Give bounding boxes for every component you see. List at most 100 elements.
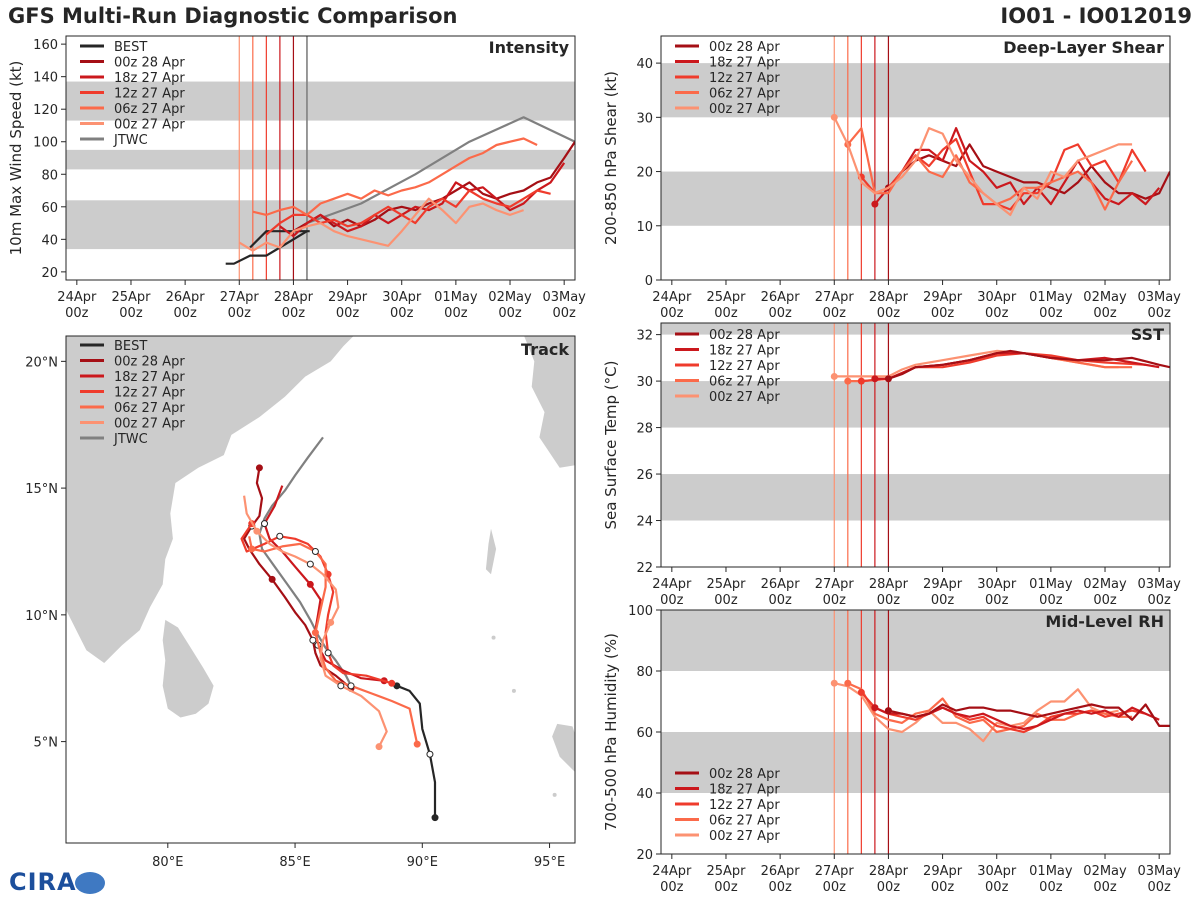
shear-xtick-label-hour: 00z <box>1039 306 1063 321</box>
sst-xtick-label-date: 27Apr <box>815 577 855 592</box>
shear-band <box>661 171 1170 226</box>
track-point-best <box>426 750 434 758</box>
intensity-legend-label-18z-27-apr: 18z 27 Apr <box>114 71 185 86</box>
sst-ytick-label: 22 <box>636 561 653 576</box>
intensity-line-best <box>225 230 308 265</box>
sst-xtick-label-date: 30Apr <box>977 577 1017 592</box>
intensity-panel: 2040608010012014016024Apr00z25Apr00z26Ap… <box>7 35 586 321</box>
rh-xtick-label-date: 26Apr <box>761 864 801 879</box>
rh-legend-label-06z-27-apr: 06z 27 Apr <box>709 814 780 829</box>
shear-xtick-label-date: 27Apr <box>815 290 855 305</box>
sst-legend-label-00z-28-apr: 00z 28 Apr <box>709 328 780 343</box>
shear-ytick-label: 20 <box>636 166 653 181</box>
rh-ytick-label: 80 <box>636 665 653 680</box>
track-point-06z-27-apr <box>311 629 319 637</box>
rh-xtick-label-date: 27Apr <box>815 864 855 879</box>
sst-xtick-label-hour: 00z <box>985 593 1009 608</box>
rh-xtick-label-date: 25Apr <box>706 864 746 879</box>
sst-ytick-label: 26 <box>636 468 653 483</box>
track-ytick-label: 5°N <box>34 736 59 751</box>
intensity-ytick-label: 100 <box>33 136 58 151</box>
rh-start-point-18z-27-apr <box>871 704 879 712</box>
intensity-xtick-label-hour: 00z <box>173 306 197 321</box>
rh-panel: 2040608010024Apr00z25Apr00z26Apr00z27Apr… <box>602 604 1181 895</box>
cira-logo-text: CIRA <box>9 868 77 896</box>
track-line-00z-28-apr <box>243 467 352 690</box>
intensity-ytick-label: 60 <box>41 201 58 216</box>
sst-start-point-00z-28-apr <box>884 375 892 383</box>
sst-start-point-12z-27-apr <box>857 377 865 385</box>
rh-legend-label-18z-27-apr: 18z 27 Apr <box>709 783 780 798</box>
cira-logo-swirl-icon <box>75 872 105 894</box>
sst-ytick-label: 30 <box>636 375 653 390</box>
shear-ylabel: 200-850 hPa Shear (kt) <box>602 71 620 245</box>
sst-panel: 22242628303224Apr00z25Apr00z26Apr00z27Ap… <box>602 322 1181 608</box>
shear-xtick-label-hour: 00z <box>931 306 955 321</box>
intensity-xtick-label-date: 24Apr <box>57 290 97 305</box>
shear-legend-label-18z-27-apr: 18z 27 Apr <box>709 56 780 71</box>
intensity-legend-label-best: BEST <box>114 40 147 55</box>
intensity-ylabel: 10m Max Wind Speed (kt) <box>7 61 25 256</box>
rh-xtick-label-date: 03May <box>1137 864 1181 879</box>
rh-line-00z-28-apr <box>888 703 1170 728</box>
rh-line-06z-27-apr <box>847 682 1133 734</box>
track-legend-label-12z-27-apr: 12z 27 Apr <box>114 386 185 401</box>
track-point-06z-27-apr <box>347 682 355 690</box>
sst-legend-label-06z-27-apr: 06z 27 Apr <box>709 375 780 390</box>
intensity-ytick-label: 20 <box>41 266 58 281</box>
track-point-00z-27-apr <box>327 618 335 626</box>
shear-frame <box>660 35 1171 281</box>
land-small-island <box>552 792 557 797</box>
intensity-xtick-label-date: 25Apr <box>111 290 151 305</box>
intensity-xtick-label-date: 28Apr <box>274 290 314 305</box>
intensity-xtick-label-hour: 00z <box>444 306 468 321</box>
intensity-legend-label-06z-27-apr: 06z 27 Apr <box>114 102 185 117</box>
track-ytick-label: 10°N <box>25 609 58 624</box>
rh-start-point-00z-27-apr <box>830 679 838 687</box>
intensity-xtick-label-date: 02May <box>488 290 532 305</box>
intensity-series-group <box>225 116 575 265</box>
rh-xtick-label-date: 28Apr <box>869 864 909 879</box>
track-point-00z-28-apr <box>255 464 263 472</box>
rh-title: Mid-Level RH <box>1045 612 1164 631</box>
track-legend-label-00z-28-apr: 00z 28 Apr <box>114 355 185 370</box>
intensity-ytick-label: 120 <box>33 103 58 118</box>
rh-xtick-label-hour: 00z <box>1039 880 1063 895</box>
intensity-xtick-label-hour: 00z <box>119 306 143 321</box>
rh-legend-label-12z-27-apr: 12z 27 Apr <box>709 798 780 813</box>
rh-ytick-label: 100 <box>628 604 653 619</box>
track-xtick-label: 80°E <box>152 855 183 870</box>
intensity-xtick-label-hour: 00z <box>228 306 252 321</box>
rh-xtick-label-hour: 00z <box>1147 880 1171 895</box>
rh-band <box>661 732 1170 793</box>
shear-ytick-label: 0 <box>645 274 653 289</box>
shear-legend-label-06z-27-apr: 06z 27 Apr <box>709 87 780 102</box>
sst-xtick-label-hour: 00z <box>877 593 901 608</box>
intensity-legend-label-jtwc: JTWC <box>113 133 148 148</box>
sst-xtick-label-date: 25Apr <box>706 577 746 592</box>
track-legend-label-00z-27-apr: 00z 27 Apr <box>114 417 185 432</box>
shear-xtick-label-date: 01May <box>1029 290 1073 305</box>
intensity-xtick-label-hour: 00z <box>282 306 306 321</box>
sst-xtick-label-hour: 00z <box>768 593 792 608</box>
shear-ytick-label: 30 <box>636 111 653 126</box>
intensity-xtick-label-date: 27Apr <box>220 290 260 305</box>
sst-band <box>661 474 1170 521</box>
intensity-band <box>66 149 575 170</box>
sst-ytick-label: 32 <box>636 329 653 344</box>
rh-xtick-label-date: 29Apr <box>923 864 963 879</box>
rh-xtick-label-hour: 00z <box>985 880 1009 895</box>
shear-band <box>661 63 1170 118</box>
track-point-06z-27-apr <box>311 547 319 555</box>
intensity-xtick-label-hour: 00z <box>552 306 576 321</box>
intensity-xtick-label-hour: 00z <box>336 306 360 321</box>
rh-ytick-label: 40 <box>636 787 653 802</box>
sst-xtick-label-hour: 00z <box>1093 593 1117 608</box>
rh-xtick-label-date: 01May <box>1029 864 1073 879</box>
rh-series-group <box>830 679 1170 743</box>
shear-xtick-label-hour: 00z <box>1093 306 1117 321</box>
